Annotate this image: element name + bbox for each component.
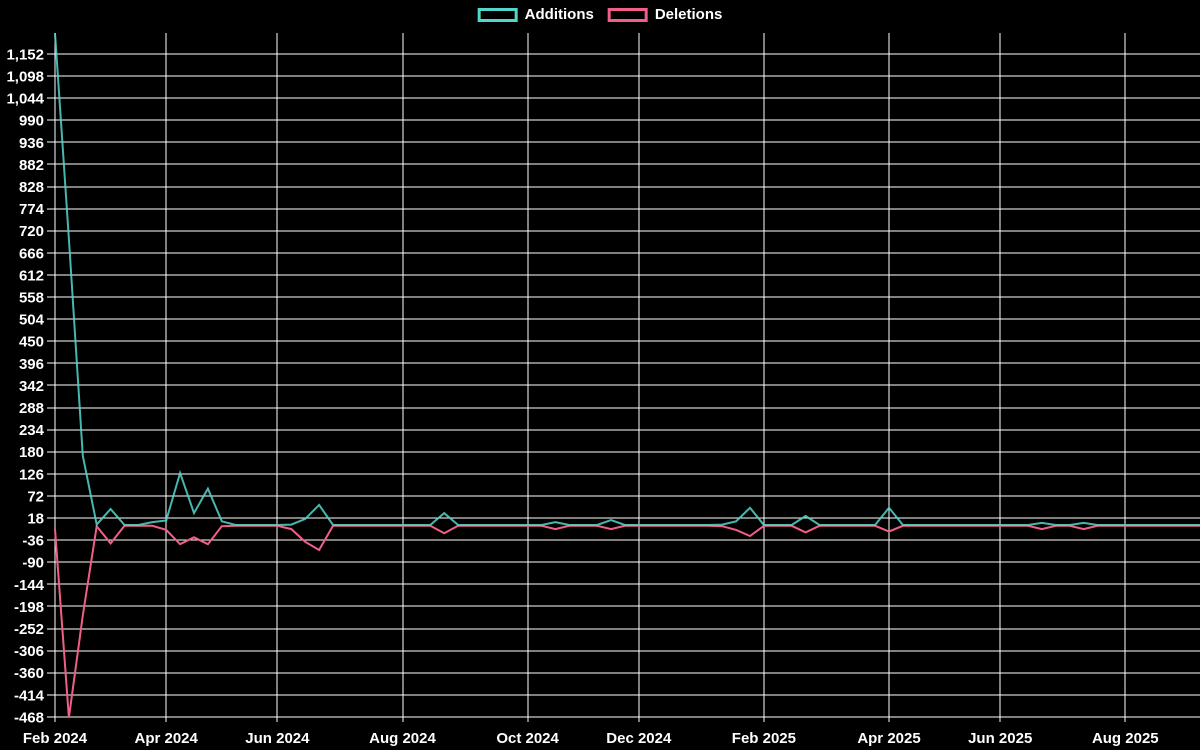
y-tick-label: 126 [19,466,44,483]
y-tick-label: 288 [19,400,44,417]
chart-legend: Additions Deletions [477,6,723,23]
y-tick-label: 72 [27,488,44,505]
deletions-swatch-icon [607,7,648,22]
y-tick-label: -144 [14,577,45,594]
y-tick-label: 180 [19,444,44,461]
x-axis-labels: Feb 2024 Apr 2024 Jun 2024 Aug 2024 Oct 2024… [23,730,1159,747]
y-tick-label: 1,098 [6,69,44,86]
y-tick-label: -36 [22,533,44,550]
legend-item-additions[interactable]: Additions [477,6,594,23]
y-tick-label: 774 [19,201,45,218]
x-tick-label: Apr 2025 [857,730,920,747]
x-tick-label: Aug 2024 [369,730,436,747]
gridlines [47,33,1200,722]
y-tick-label: 720 [19,223,44,240]
y-tick-label: 882 [19,157,44,174]
y-tick-label: -360 [14,665,44,682]
y-tick-label: 342 [19,378,44,395]
additions-line [54,33,1200,527]
y-tick-label: 828 [19,179,44,196]
x-tick-label: Apr 2024 [135,730,199,747]
deletions-line [54,523,1200,718]
x-tick-label: Feb 2025 [732,730,796,747]
y-tick-label: 666 [19,245,44,262]
y-tick-label: -90 [22,555,44,572]
y-tick-label: 990 [19,113,44,130]
x-tick-label: Jun 2024 [245,730,310,747]
y-tick-label: 396 [19,356,44,373]
y-tick-label: 504 [19,312,45,329]
y-tick-label: 1,044 [6,91,44,108]
y-tick-label: 1,152 [6,46,44,63]
y-tick-label: 612 [19,267,44,284]
series-lines [54,33,1200,718]
x-tick-label: Jun 2025 [968,730,1032,747]
x-tick-label: Dec 2024 [606,730,672,747]
y-axis-labels: 1,152 1,098 1,044 990 936 882 828 774 720 666 612 5… [6,46,44,726]
x-tick-label: Feb 2024 [23,730,88,747]
y-tick-label: 18 [27,511,44,528]
x-tick-label: Aug 2025 [1092,730,1159,747]
y-tick-label: 234 [19,422,45,439]
y-tick-label: -468 [14,709,44,726]
y-tick-label: 936 [19,135,44,152]
y-tick-label: -306 [14,643,44,660]
legend-item-deletions[interactable]: Deletions [607,6,723,23]
legend-label-additions: Additions [524,6,594,23]
y-tick-label: 450 [19,334,44,351]
x-tick-label: Oct 2024 [496,730,559,747]
legend-label-deletions: Deletions [654,6,723,23]
y-tick-label: -414 [14,687,45,704]
y-tick-label: -252 [14,621,44,638]
additions-swatch-icon [477,7,518,22]
y-tick-label: -198 [14,599,44,616]
y-tick-label: 558 [19,290,44,307]
